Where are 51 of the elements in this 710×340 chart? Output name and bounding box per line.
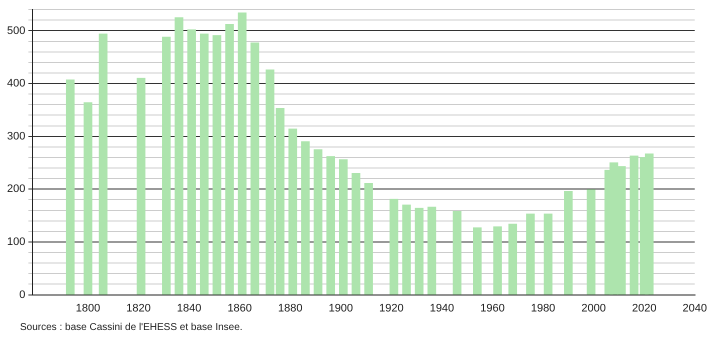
bar [98,34,108,295]
bar [452,211,462,295]
bar [250,42,260,295]
bar [352,172,360,295]
y-tick-label: 500 [6,24,26,37]
bar [238,12,247,295]
x-tick-label: 2020 [632,302,656,314]
x-tick-label: 1880 [278,302,302,314]
x-tick-label: 1900 [328,302,354,314]
y-tick-label: 100 [6,236,26,248]
bar [564,190,573,295]
x-tick-label: 2000 [581,302,606,314]
x-tick-label: 1960 [480,302,505,314]
bar [473,227,482,295]
bar [162,36,171,295]
bar [339,159,348,295]
bar [402,204,411,295]
bar [66,80,75,295]
bar [427,206,436,295]
bar [493,226,502,295]
bar [288,128,298,295]
bar [544,214,552,295]
bar [314,149,322,295]
bar [326,156,336,295]
bar [212,35,222,295]
x-tick-label: 1940 [430,302,454,314]
source-note: Sources : base Cassini de l'EHESS et base Insee. [19,322,244,333]
bar [301,141,310,295]
bar [187,29,196,295]
bar [390,198,398,295]
x-tick-label: 2040 [682,302,708,314]
bar [174,17,184,295]
x-tick-label: 1860 [227,302,252,314]
y-tick-label: 400 [6,78,26,90]
bar [508,224,518,295]
bar [414,208,424,295]
bar [526,214,535,295]
x-tick-label: 1820 [126,302,151,314]
bar [136,78,146,295]
bar [364,183,373,295]
bar [200,34,209,295]
x-tick-label: 1800 [76,302,100,314]
bar [225,24,234,295]
y-tick-label: 300 [6,130,26,142]
y-tick-label: 200 [6,183,26,196]
bar [586,189,596,295]
x-tick-label: 1980 [530,302,556,314]
x-tick-label: 1840 [176,302,202,314]
y-tick-label: 0 [19,288,26,301]
bar [84,102,92,295]
x-tick-label: 1920 [379,302,404,314]
